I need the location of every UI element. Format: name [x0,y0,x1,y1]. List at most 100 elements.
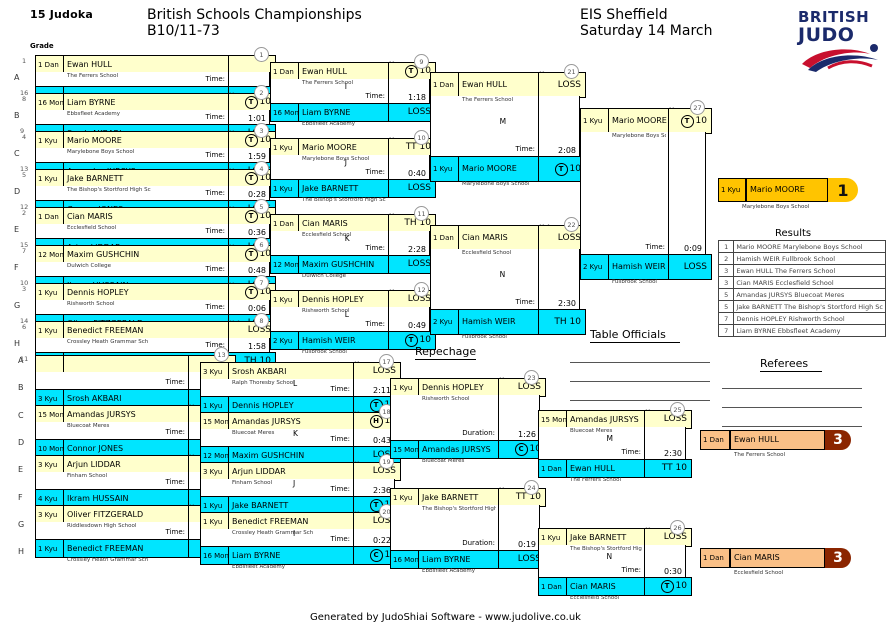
results-row: 2 Hamish WEIR Fullbrook School [717,252,886,265]
competitor-score: LOSS [668,254,712,280]
score-value: 10 [419,66,431,76]
row-letter-D: D [14,187,21,196]
match-number: 23 [524,370,539,385]
results-entry: Dennis HOPLEY Rishworth School [733,312,886,325]
club-top: The Ferrers School [302,80,354,86]
results-entry: Cian MARIS Ecclesfield School [733,276,886,289]
results-entry: Liam BYRNE Ebbsfleet Academy [733,324,886,337]
time-label: Time: [365,168,386,176]
score-value: TH 10 [554,316,581,327]
time-label: Time: [205,341,226,349]
match-letter: K [344,234,350,243]
competitor-grade: 1 Dan [430,225,462,251]
results-row: 7 Dennis HOPLEY Rishworth School [717,312,886,325]
score-value: LOSS [517,382,541,392]
match-letter: J [293,478,296,488]
grade-header-label: Grade [30,42,54,50]
match-time: 1:58 [228,338,270,352]
match-time: 0:22 [353,529,395,546]
score-value: LOSS [247,325,271,335]
champion-grade: 1 Kyu [718,178,746,202]
results-entry: Ewan HULL The Ferrers School [733,264,886,277]
footer-credit: Generated by JudoShiai Software - www.ju… [310,612,581,623]
score-value: LOSS [663,414,687,424]
competitor-grade: 1 Kyu [35,539,67,558]
bronze-club-2: Ecclesfield School [734,570,784,576]
score-icon-T: T [660,580,674,593]
row-letter-B: B [14,111,20,120]
score-icon-C: C [514,443,528,456]
competitor-name: Liam BYRNE [228,546,358,565]
score-value: LOSS [517,554,541,564]
results-rank: 3 [717,276,735,289]
score-icon-T: T [244,210,258,223]
logo-line-1: BRITISH [798,8,870,26]
match-time: 0:09 [668,132,706,254]
competitor-name: Cian MARIS [566,577,649,596]
bronze-medal-2: 3 [825,548,851,568]
score-value: LOSS [557,79,581,90]
match-letter: L [293,378,298,388]
competitor-score: LOSS [388,255,436,274]
match-number: 12 [414,282,429,297]
seed-bottom: 9 [20,127,25,135]
club-bottom: Ebbsfleet Academy [232,564,286,570]
club-top: Crossley Heath Grammar Sch [67,339,149,345]
time-label: Time: [205,303,226,311]
score-value: 10 [419,335,431,345]
score-value: LOSS [683,261,707,272]
club-bottom: Fullbrook School [462,334,507,340]
results-row: 3 Cian MARIS Ecclesfield School [717,276,886,289]
score-icon-T: T [244,134,258,147]
match-letter: M [606,434,614,443]
results-entry: Hamish WEIR Fullbrook School [733,252,886,265]
match-letter: N [499,270,506,279]
champion-medal: 1 [828,178,858,202]
results-row: 5 Amandas JURSYS Bluecoat Meres [717,288,886,301]
competitor-name: Liam BYRNE [418,550,503,569]
match-time: 2:11 [353,379,395,396]
club-bottom: Bluecoat Meres [422,458,465,464]
referee-line-1 [722,388,862,389]
seed-top: 7 [22,247,27,255]
time-label: Time: [645,243,666,251]
match-letter: I [344,82,348,91]
results-entry: Jake BARNETT The Bishop's Stortford High… [733,300,886,313]
score-value: TT 10 [661,463,687,473]
match-number: 25 [670,402,685,417]
match-info [430,96,580,156]
bronze-medal-1: 3 [825,430,851,450]
event-title: British Schools Championships [147,7,362,23]
score-value: LOSS [372,516,396,526]
competitor-name: Hamish WEIR [298,331,393,350]
event-category: B10/11-73 [147,23,220,39]
official-line-1 [570,362,710,363]
match-number: 22 [564,217,579,232]
club-top: Finham School [232,480,272,486]
time-label: Time: [621,448,642,456]
score-icon-C: C [369,549,383,562]
time-label: Time: [205,265,226,273]
competitor-grade: 2 Kyu [430,309,462,335]
match-time: 0:43 [353,429,395,446]
club-top: Ebbsfleet Academy [67,111,121,117]
club-bottom: Ecclesfield School [570,595,620,601]
score-value: 10 [259,287,271,297]
seed-bottom: 14 [20,317,29,325]
competitor-name: Hamish WEIR [458,309,543,335]
